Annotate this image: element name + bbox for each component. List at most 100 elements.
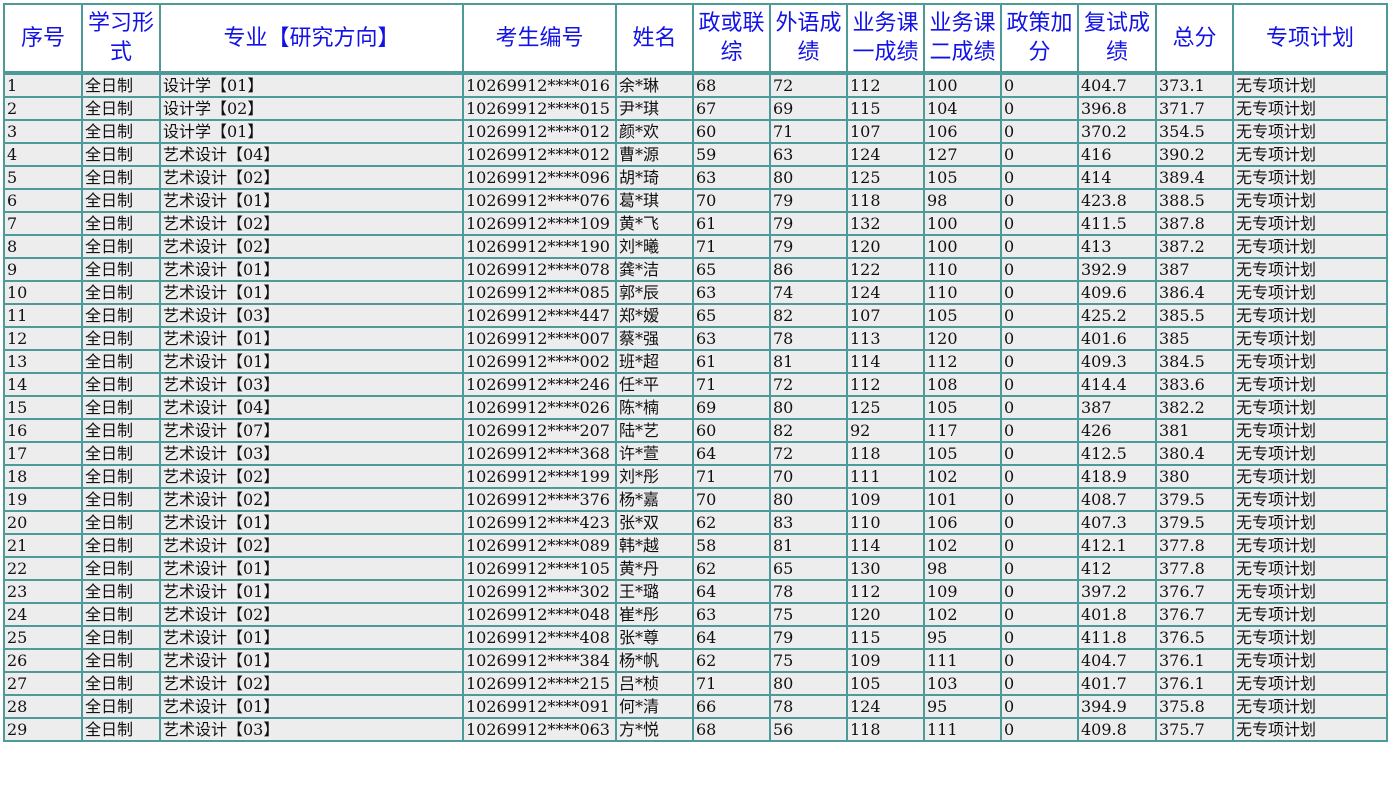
cell-course-1: 132 [846, 211, 925, 236]
table-row: 5 全日制 艺术设计【02】 10269912****096 胡*琦 63 80 125 105… [3, 165, 1388, 190]
cell-retest: 401.7 [1077, 671, 1157, 696]
cell-index: 9 [3, 257, 83, 282]
header-col-total: 总分 [1155, 3, 1234, 74]
cell-foreign-language: 79 [769, 211, 848, 236]
cell-candidate-id: 10269912****105 [462, 556, 617, 581]
cell-politics: 68 [692, 72, 771, 98]
cell-policy-bonus: 0 [1000, 372, 1079, 397]
cell-major: 艺术设计【01】 [159, 694, 464, 719]
cell-foreign-language: 79 [769, 234, 848, 259]
cell-course-1: 120 [846, 234, 925, 259]
cell-candidate-id: 10269912****026 [462, 395, 617, 420]
cell-politics: 61 [692, 211, 771, 236]
cell-course-2: 112 [923, 349, 1002, 374]
cell-index: 22 [3, 556, 83, 581]
cell-retest: 392.9 [1077, 257, 1157, 282]
cell-major: 艺术设计【02】 [159, 464, 464, 489]
cell-policy-bonus: 0 [1000, 326, 1079, 351]
cell-major: 艺术设计【03】 [159, 303, 464, 328]
cell-total: 386.4 [1155, 280, 1234, 305]
cell-total: 385.5 [1155, 303, 1234, 328]
cell-foreign-language: 70 [769, 464, 848, 489]
cell-course-2: 102 [923, 533, 1002, 558]
header-col-course-1: 业务课一成绩 [846, 3, 925, 74]
cell-total: 381 [1155, 418, 1234, 443]
cell-retest: 414 [1077, 165, 1157, 190]
cell-index: 23 [3, 579, 83, 604]
cell-foreign-language: 65 [769, 556, 848, 581]
cell-candidate-id: 10269912****199 [462, 464, 617, 489]
cell-policy-bonus: 0 [1000, 487, 1079, 512]
cell-course-2: 110 [923, 280, 1002, 305]
cell-foreign-language: 79 [769, 188, 848, 213]
cell-politics: 62 [692, 648, 771, 673]
cell-name: 张*双 [615, 510, 694, 535]
cell-course-1: 118 [846, 717, 925, 742]
cell-index: 4 [3, 142, 83, 167]
table-row: 24 全日制 艺术设计【02】 10269912****048 崔*彤 63 75 120 10… [3, 602, 1388, 627]
cell-name: 尹*琪 [615, 96, 694, 121]
cell-foreign-language: 80 [769, 671, 848, 696]
cell-total: 387.8 [1155, 211, 1234, 236]
cell-course-1: 110 [846, 510, 925, 535]
cell-study-mode: 全日制 [81, 487, 161, 512]
cell-candidate-id: 10269912****089 [462, 533, 617, 558]
cell-special-plan: 无专项计划 [1232, 234, 1388, 259]
cell-study-mode: 全日制 [81, 188, 161, 213]
cell-policy-bonus: 0 [1000, 119, 1079, 144]
cell-foreign-language: 82 [769, 303, 848, 328]
table-row: 4 全日制 艺术设计【04】 10269912****012 曹*源 59 63 124 127… [3, 142, 1388, 167]
cell-name: 王*璐 [615, 579, 694, 604]
cell-index: 17 [3, 441, 83, 466]
cell-study-mode: 全日制 [81, 671, 161, 696]
cell-policy-bonus: 0 [1000, 602, 1079, 627]
cell-course-2: 110 [923, 257, 1002, 282]
cell-foreign-language: 81 [769, 533, 848, 558]
cell-total: 388.5 [1155, 188, 1234, 213]
cell-name: 胡*琦 [615, 165, 694, 190]
cell-policy-bonus: 0 [1000, 142, 1079, 167]
cell-retest: 401.6 [1077, 326, 1157, 351]
cell-foreign-language: 63 [769, 142, 848, 167]
cell-policy-bonus: 0 [1000, 418, 1079, 443]
cell-candidate-id: 10269912****096 [462, 165, 617, 190]
cell-special-plan: 无专项计划 [1232, 280, 1388, 305]
cell-course-1: 112 [846, 372, 925, 397]
table-row: 14 全日制 艺术设计【03】 10269912****246 任*平 71 72 112 10… [3, 372, 1388, 397]
table-row: 29 全日制 艺术设计【03】 10269912****063 方*悦 68 56 118 11… [3, 717, 1388, 742]
cell-candidate-id: 10269912****063 [462, 717, 617, 742]
cell-special-plan: 无专项计划 [1232, 211, 1388, 236]
cell-name: 陆*艺 [615, 418, 694, 443]
cell-candidate-id: 10269912****246 [462, 372, 617, 397]
cell-name: 郭*辰 [615, 280, 694, 305]
cell-course-2: 100 [923, 211, 1002, 236]
cell-retest: 397.2 [1077, 579, 1157, 604]
cell-course-2: 105 [923, 395, 1002, 420]
cell-politics: 71 [692, 234, 771, 259]
cell-special-plan: 无专项计划 [1232, 72, 1388, 98]
cell-index: 5 [3, 165, 83, 190]
cell-study-mode: 全日制 [81, 694, 161, 719]
cell-foreign-language: 80 [769, 395, 848, 420]
cell-name: 张*尊 [615, 625, 694, 650]
cell-course-2: 111 [923, 717, 1002, 742]
cell-index: 12 [3, 326, 83, 351]
cell-foreign-language: 81 [769, 349, 848, 374]
cell-special-plan: 无专项计划 [1232, 717, 1388, 742]
cell-special-plan: 无专项计划 [1232, 96, 1388, 121]
cell-course-2: 104 [923, 96, 1002, 121]
cell-candidate-id: 10269912****447 [462, 303, 617, 328]
cell-foreign-language: 72 [769, 72, 848, 98]
table-header: 序号 学习形式 专业【研究方向】 考生编号 姓名 政或联综 外语成绩 业务课一成绩 业务课二成绩… [3, 3, 1388, 74]
cell-politics: 64 [692, 579, 771, 604]
cell-study-mode: 全日制 [81, 165, 161, 190]
table-row: 28 全日制 艺术设计【01】 10269912****091 何*清 66 78 124 95… [3, 694, 1388, 719]
cell-retest: 413 [1077, 234, 1157, 259]
cell-retest: 370.2 [1077, 119, 1157, 144]
cell-major: 艺术设计【01】 [159, 188, 464, 213]
cell-course-2: 102 [923, 602, 1002, 627]
cell-course-1: 124 [846, 694, 925, 719]
cell-course-2: 109 [923, 579, 1002, 604]
cell-foreign-language: 78 [769, 579, 848, 604]
cell-retest: 409.3 [1077, 349, 1157, 374]
